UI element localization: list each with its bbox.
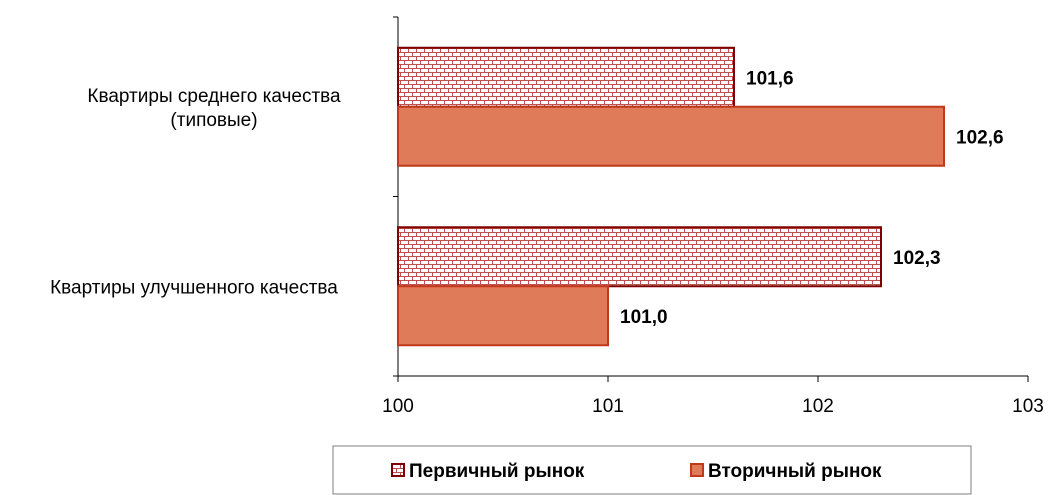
category-label: Квартиры улучшенного качества <box>50 277 338 298</box>
data-label: 102,6 <box>956 127 1004 148</box>
value-axis-tick-label: 102 <box>802 396 834 417</box>
legend-swatch <box>391 463 405 477</box>
value-axis-tick-label: 103 <box>1012 396 1044 417</box>
legend: Первичный рынок Вторичный рынок <box>332 445 972 495</box>
legend-swatch <box>690 463 704 477</box>
data-label: 101,0 <box>620 307 668 328</box>
bar-primary <box>397 46 735 108</box>
category-label: Квартиры среднего качества <box>87 86 341 107</box>
data-label: 101,6 <box>746 68 794 89</box>
bar-primary <box>397 226 882 288</box>
value-axis-tick-label: 100 <box>382 396 414 417</box>
plot-area: 100 101 102 103 Квартиры среднего качества (т… <box>50 16 1044 417</box>
value-axis-tick-label: 101 <box>592 396 624 417</box>
bar-secondary <box>397 105 945 167</box>
legend-label: Первичный рынок <box>409 461 585 482</box>
data-label: 102,3 <box>893 248 941 269</box>
legend-label: Вторичный рынок <box>708 461 882 482</box>
category-label: (типовые) <box>170 110 257 131</box>
bar-secondary <box>397 285 609 347</box>
legend-frame <box>332 445 972 495</box>
